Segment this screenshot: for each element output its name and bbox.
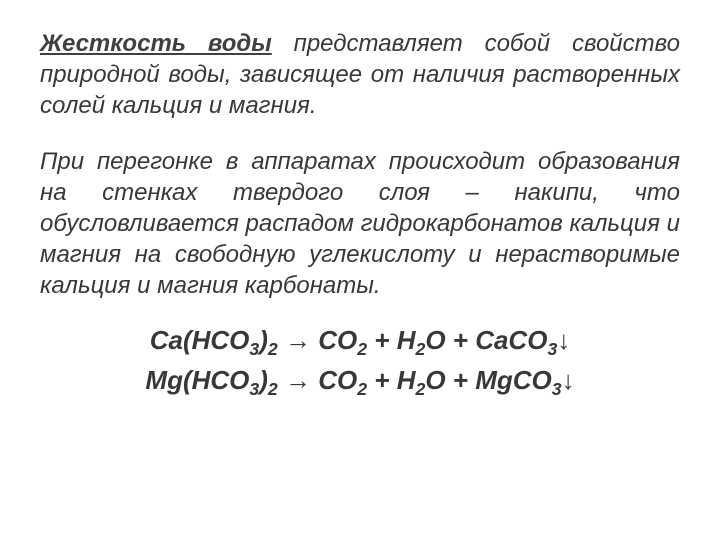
eq-text: H	[397, 325, 416, 355]
eq-text: CaCO	[475, 325, 547, 355]
eq-text: O	[425, 325, 445, 355]
down-arrow-icon: ↓	[557, 325, 570, 355]
explanation-paragraph: При перегонке в аппаратах происходит обр…	[40, 146, 680, 302]
eq-text: MgCO	[475, 365, 552, 395]
eq-sub: 2	[415, 339, 425, 359]
eq-text: )	[259, 365, 268, 395]
eq-sub: 2	[415, 379, 425, 399]
eq-plus: +	[367, 365, 397, 395]
eq-plus: +	[367, 325, 397, 355]
eq-sub: 2	[357, 379, 367, 399]
eq-text: Ca(HCO	[150, 325, 250, 355]
definition-paragraph: Жесткость воды представляет собой свойст…	[40, 28, 680, 122]
eq-sub: 3	[552, 379, 562, 399]
eq-plus: +	[446, 365, 476, 395]
eq-sub: 3	[547, 339, 557, 359]
eq-sub: 3	[249, 339, 259, 359]
eq-text: )	[259, 325, 268, 355]
eq-sub: 2	[268, 339, 278, 359]
eq-text: Mg(HCO	[145, 365, 249, 395]
slide-content: Жесткость воды представляет собой свойст…	[0, 0, 720, 420]
equation-magnesium: Mg(HCO3)2 → CO2 + H2O + MgCO3↓	[40, 360, 680, 400]
eq-arrow: →	[278, 365, 318, 395]
eq-plus: +	[446, 325, 476, 355]
down-arrow-icon: ↓	[562, 365, 575, 395]
eq-sub: 2	[268, 379, 278, 399]
eq-arrow: →	[278, 325, 318, 355]
eq-text: CO	[318, 365, 357, 395]
eq-text: H	[397, 365, 416, 395]
eq-sub: 3	[249, 379, 259, 399]
equation-calcium: Ca(HCO3)2 → CO2 + H2O + CaCO3↓	[40, 320, 680, 360]
term-hardness: Жесткость воды	[40, 30, 272, 57]
eq-text: O	[425, 365, 445, 395]
eq-text: CO	[318, 325, 357, 355]
eq-sub: 2	[357, 339, 367, 359]
